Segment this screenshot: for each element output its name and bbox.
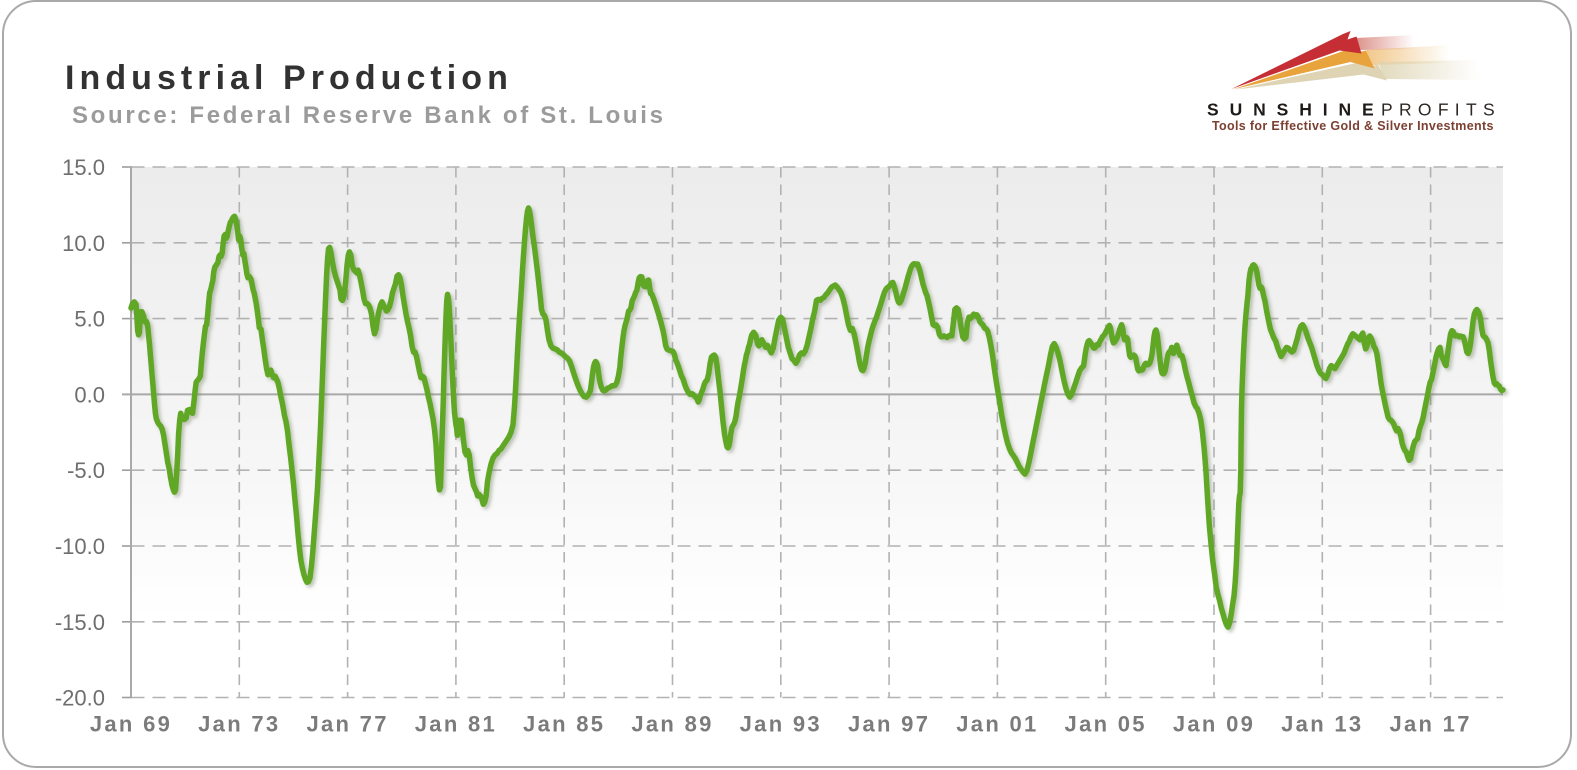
svg-text:-20.0: -20.0 bbox=[55, 686, 105, 711]
svg-text:Jan 17: Jan 17 bbox=[1389, 712, 1471, 737]
svg-text:SUNSHINE: SUNSHINE bbox=[1207, 100, 1385, 120]
svg-text:5.0: 5.0 bbox=[74, 307, 105, 332]
svg-text:-15.0: -15.0 bbox=[55, 610, 105, 635]
svg-text:Jan 93: Jan 93 bbox=[740, 712, 822, 737]
svg-text:Jan 13: Jan 13 bbox=[1281, 712, 1363, 737]
svg-text:0.0: 0.0 bbox=[74, 382, 105, 407]
svg-text:Tools for Effective Gold & Sil: Tools for Effective Gold & Silver Invest… bbox=[1212, 119, 1494, 133]
svg-text:-10.0: -10.0 bbox=[55, 534, 105, 559]
svg-text:Jan 81: Jan 81 bbox=[415, 712, 497, 737]
svg-text:15.0: 15.0 bbox=[62, 155, 105, 180]
svg-text:Jan 77: Jan 77 bbox=[306, 712, 388, 737]
svg-text:Jan 05: Jan 05 bbox=[1065, 712, 1147, 737]
svg-text:Jan 09: Jan 09 bbox=[1173, 712, 1255, 737]
svg-text:Industrial Production: Industrial Production bbox=[65, 59, 513, 97]
svg-text:Jan 69: Jan 69 bbox=[90, 712, 172, 737]
svg-text:PROFITS: PROFITS bbox=[1381, 100, 1501, 120]
svg-text:Source: Federal Reserve Bank o: Source: Federal Reserve Bank of St. Loui… bbox=[72, 102, 666, 129]
svg-text:Jan 97: Jan 97 bbox=[848, 712, 930, 737]
svg-text:-5.0: -5.0 bbox=[67, 458, 105, 483]
svg-text:Jan 89: Jan 89 bbox=[631, 712, 713, 737]
svg-text:10.0: 10.0 bbox=[62, 231, 105, 256]
svg-text:Jan 73: Jan 73 bbox=[198, 712, 280, 737]
svg-text:Jan 01: Jan 01 bbox=[956, 712, 1038, 737]
svg-text:Jan 85: Jan 85 bbox=[523, 712, 605, 737]
